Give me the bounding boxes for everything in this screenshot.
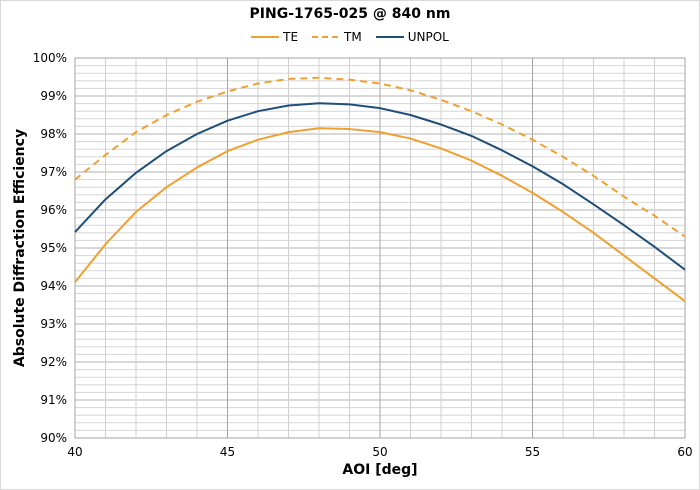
- legend-item-te: TE: [251, 30, 298, 44]
- series-line-unpol: [74, 102, 686, 271]
- y-tick-label: 94%: [40, 279, 67, 293]
- legend-item-unpol: UNPOL: [375, 30, 449, 44]
- y-tick-label: 93%: [40, 317, 67, 331]
- legend-item-tm: TM: [312, 30, 362, 44]
- y-tick-label: 98%: [40, 127, 67, 141]
- legend-swatch-tm: [312, 36, 341, 38]
- y-tick-label: 99%: [40, 89, 67, 103]
- x-tick-label: 50: [372, 445, 387, 459]
- series-line-tm: [74, 76, 686, 238]
- y-tick-label: 90%: [40, 431, 67, 445]
- legend-swatch-te: [251, 36, 280, 38]
- chart-title: PING-1765-025 @ 840 nm: [249, 6, 451, 22]
- y-tick-label: 97%: [40, 165, 67, 179]
- legend-swatch-unpol: [375, 36, 404, 38]
- legend-label-unpol: UNPOL: [407, 30, 449, 44]
- y-tick-label: 91%: [40, 393, 67, 407]
- y-tick-label: 95%: [40, 241, 67, 255]
- legend: TE TM UNPOL: [0, 30, 700, 44]
- x-tick-label: 40: [67, 445, 82, 459]
- legend-label-tm: TM: [344, 30, 362, 44]
- x-axis-label: AOI [deg]: [342, 462, 418, 478]
- y-tick-label: 92%: [40, 355, 67, 369]
- plot-border: [74, 57, 686, 439]
- legend-label-te: TE: [283, 30, 299, 44]
- x-tick-label: 60: [677, 445, 692, 459]
- y-tick-label: 100%: [33, 51, 67, 65]
- series-line-te: [74, 127, 686, 303]
- y-axis-label: Absolute Diffraction Efficiency: [12, 128, 28, 368]
- y-tick-label: 96%: [40, 203, 67, 217]
- x-tick-label: 45: [220, 445, 235, 459]
- x-tick-label: 55: [525, 445, 540, 459]
